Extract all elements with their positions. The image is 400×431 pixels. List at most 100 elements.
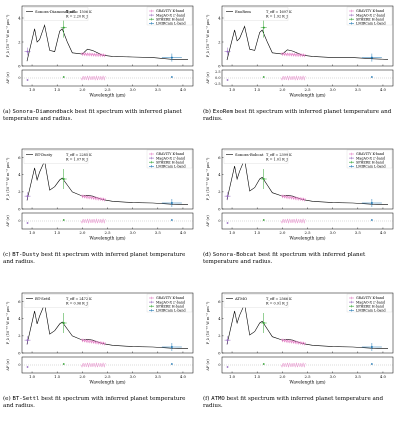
y-tick-label: 2 bbox=[218, 39, 221, 44]
y-axis-label: F_λ (10⁻¹⁶ W m⁻² μm⁻¹) bbox=[206, 301, 210, 344]
x-tick-label: 1.5 bbox=[254, 87, 261, 92]
y-tick-label: 6 bbox=[18, 155, 21, 160]
sphere-point-residual bbox=[62, 363, 65, 365]
legend-entry: LMIRCam L-band bbox=[156, 22, 187, 26]
x-tick-label: 2.0 bbox=[279, 230, 286, 235]
magaox-point-residual bbox=[26, 366, 29, 368]
x-tick-label: 3.5 bbox=[155, 374, 162, 379]
magaox-point-residual bbox=[26, 222, 29, 224]
y-axis-label: F_λ (10⁻¹⁶ W m⁻² μm⁻¹) bbox=[6, 14, 10, 57]
spectrum-chart: 1.0 1.5 2.0 2.5 3.0 3.5 4.0 Wavelength (μm) 0 2 4 6… bbox=[6, 292, 194, 385]
x-axis-label: Wavelength (μm) bbox=[89, 236, 126, 241]
x-tick-label: 3.5 bbox=[155, 87, 162, 92]
residual-tick-label: 0 bbox=[18, 219, 20, 223]
residual-tick-label: 0 bbox=[218, 363, 220, 367]
radius-value: R = 0.96 R_J bbox=[66, 302, 88, 306]
teff-value: T_eff = 2472 K bbox=[66, 297, 92, 301]
x-tick-label: 1.5 bbox=[254, 230, 261, 235]
x-tick-label: 2.5 bbox=[104, 374, 111, 379]
x-axis-label: Wavelength (μm) bbox=[89, 380, 126, 385]
teff-value: T_eff = 2566 K bbox=[266, 297, 292, 301]
x-tick-label: 1.0 bbox=[229, 87, 236, 92]
lmircam-point bbox=[361, 199, 382, 207]
residual-tick-label: 0.0 bbox=[215, 76, 220, 80]
radius-value: R = 1.01 R_J bbox=[266, 158, 288, 162]
y-tick-label: 4 bbox=[218, 15, 221, 20]
model-label: BT-Dusty T_eff = 2285 KR = 1.07 R_J bbox=[23, 150, 92, 164]
sphere-point-residual bbox=[262, 363, 265, 365]
spectrum-panel-3: 1.0 1.5 2.0 2.5 3.0 3.5 4.0 Wavelength (μm) 0 2 4 6… bbox=[0, 143, 200, 286]
teff-value: T_eff = 1697 K bbox=[266, 10, 292, 14]
x-tick-label: 3.0 bbox=[330, 230, 337, 235]
radius-value: R = 1.92 R_J bbox=[266, 15, 288, 19]
model-name: ATMO bbox=[234, 296, 247, 301]
magaox-point-residual bbox=[226, 79, 229, 81]
caption-label: (c) bbox=[3, 252, 13, 258]
y-tick-label: 0 bbox=[18, 63, 21, 68]
magaox-point bbox=[24, 192, 31, 201]
legend-entry: SPHERE H-band bbox=[356, 17, 385, 21]
x-tick-label: 2.0 bbox=[279, 374, 286, 379]
gravity-kband-data bbox=[81, 52, 106, 58]
legend-entry: MagAO-X z'-band bbox=[156, 300, 186, 304]
y-tick-label: 2 bbox=[18, 39, 21, 44]
x-tick-label: 2.5 bbox=[304, 230, 311, 235]
y-axis-label: F_λ (10⁻¹⁶ W m⁻² μm⁻¹) bbox=[206, 14, 210, 57]
x-tick-label: 1.0 bbox=[229, 230, 236, 235]
y-axis-label: F_λ (10⁻¹⁶ W m⁻² μm⁻¹) bbox=[6, 301, 10, 344]
y-tick-label: 6 bbox=[218, 299, 221, 304]
legend-entry: LMIRCam L-band bbox=[356, 309, 387, 313]
x-tick-label: 4.0 bbox=[380, 374, 387, 379]
x-tick-label: 1.0 bbox=[29, 230, 36, 235]
legend-entry: LMIRCam L-band bbox=[356, 165, 387, 169]
x-tick-label: 1.5 bbox=[254, 374, 261, 379]
spectrum-chart: 1.0 1.5 2.0 2.5 3.0 3.5 4.0 Wavelength (μm) 0 2 4 0… bbox=[6, 5, 194, 98]
model-label: Sonora-Bobcat T_eff = 2399 KR = 1.01 R_J bbox=[223, 150, 292, 164]
sphere-point bbox=[60, 169, 67, 189]
residual-tick-label: 2.5 bbox=[215, 70, 220, 74]
legend-entry: SPHERE H-band bbox=[156, 304, 185, 308]
gravity-kband-data bbox=[281, 338, 306, 346]
gravity-residual bbox=[81, 75, 106, 81]
caption-label: (a) bbox=[3, 109, 13, 115]
y-axis-label: F_λ (10⁻¹⁶ W m⁻² μm⁻¹) bbox=[6, 157, 10, 200]
sphere-point-residual bbox=[62, 76, 65, 78]
x-tick-label: 2.5 bbox=[104, 87, 111, 92]
legend-entry: SPHERE H-band bbox=[156, 17, 185, 21]
magaox-point bbox=[24, 47, 31, 56]
x-tick-label: 3.5 bbox=[155, 230, 162, 235]
model-label: ExoRem T_eff = 1697 KR = 1.92 R_J bbox=[223, 7, 292, 21]
legend-entry: GRAVITY K-band bbox=[356, 296, 385, 300]
legend-entry: MagAO-X z'-band bbox=[156, 13, 186, 17]
residual-axes-frame bbox=[21, 212, 194, 230]
legend-entry: MagAO-X z'-band bbox=[356, 156, 386, 160]
x-tick-label: 2.5 bbox=[104, 230, 111, 235]
legend-entry: LMIRCam L-band bbox=[156, 165, 187, 169]
gravity-kband-data bbox=[281, 52, 306, 58]
spectrum-panel-4: 1.0 1.5 2.0 2.5 3.0 3.5 4.0 Wavelength (μm) 0 2 4 6… bbox=[200, 143, 400, 286]
x-tick-label: 4.0 bbox=[180, 87, 187, 92]
model-label: BT-Settl T_eff = 2472 KR = 0.96 R_J bbox=[23, 294, 92, 308]
x-axis-label: Wavelength (μm) bbox=[89, 93, 126, 98]
legend-entry: GRAVITY K-band bbox=[156, 9, 185, 13]
y-tick-label: 2 bbox=[218, 333, 221, 338]
lmircam-point bbox=[161, 53, 182, 62]
y-axis-label: F_λ (10⁻¹⁶ W m⁻² μm⁻¹) bbox=[206, 157, 210, 200]
residual-tick-label: -2.5 bbox=[214, 82, 221, 86]
model-spectrum-line bbox=[226, 158, 389, 205]
magaox-point bbox=[224, 47, 231, 56]
legend-entry: SPHERE H-band bbox=[356, 160, 385, 164]
caption-model: BT-Dusty bbox=[12, 252, 40, 258]
x-tick-label: 4.0 bbox=[380, 230, 387, 235]
x-tick-label: 4.0 bbox=[380, 87, 387, 92]
y-tick-label: 6 bbox=[18, 299, 21, 304]
caption-label: (e) bbox=[3, 396, 13, 402]
residual-axes-frame bbox=[221, 356, 394, 374]
x-tick-label: 1.5 bbox=[54, 374, 61, 379]
caption-model: Sonora-Bobcat bbox=[212, 252, 257, 258]
y-tick-label: 2 bbox=[218, 189, 221, 194]
